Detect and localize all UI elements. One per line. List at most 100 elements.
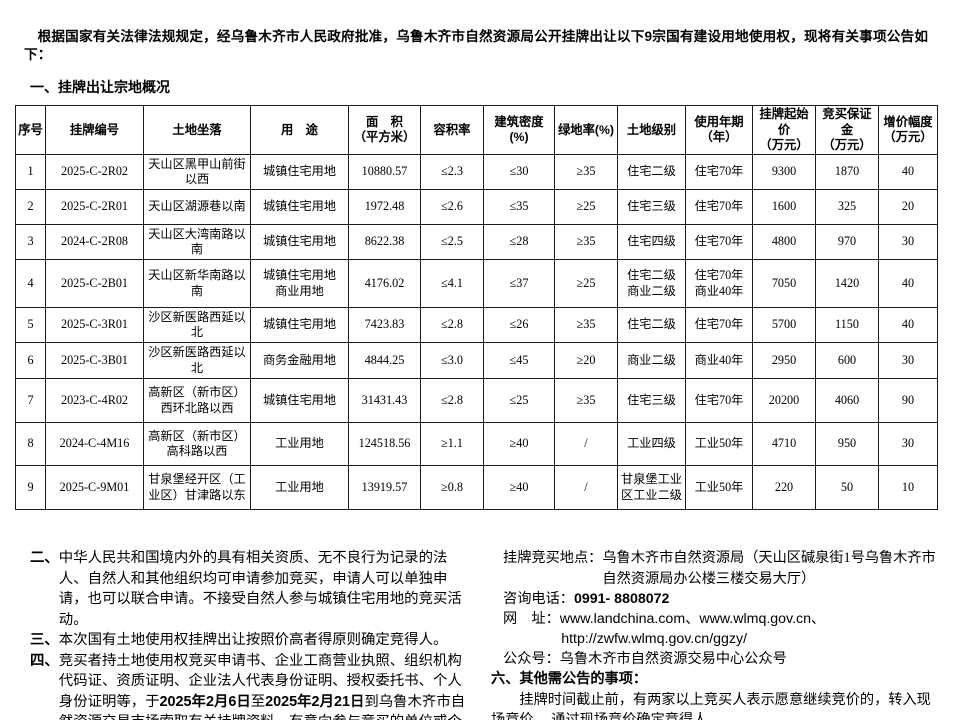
table-header-cell: 面 积 （平方米） xyxy=(348,105,421,156)
table-cell: 20200 xyxy=(752,378,816,424)
table-cell: 950 xyxy=(815,422,879,467)
wechat-line: 公众号：乌鲁木齐市自然资源交易中心公众号 xyxy=(503,649,945,669)
table-header-cell: 挂牌编号 xyxy=(45,105,144,156)
table-cell: ≥1.1 xyxy=(420,422,484,467)
table-cell: 住宅三级 xyxy=(617,189,686,226)
table-cell: 8622.38 xyxy=(348,224,421,261)
table-cell: ≥35 xyxy=(554,154,618,191)
note-item-6-title: 其他需公告的事项： xyxy=(519,671,648,688)
website-url-1: www.landchina.com、www.wlmq.gov.cn、 xyxy=(559,610,826,627)
phone-label: 咨询电话： xyxy=(503,590,574,607)
table-cell: ≥0.8 xyxy=(420,465,484,511)
table-header-cell: 建筑密度(%) xyxy=(483,105,555,156)
table-cell: ≤28 xyxy=(483,224,555,261)
table-cell: ≤26 xyxy=(483,307,555,344)
table-cell: 住宅70年 xyxy=(685,224,753,261)
contact-info-block: 挂牌竞买地点：乌鲁木齐市自然资源局（天山区碱泉街1号乌鲁木齐市自然资源局办公楼三… xyxy=(491,548,945,669)
note-item-2: 二、中华人民共和国境内外的具有相关资质、无不良行为记录的法人、自然人和其他组织均… xyxy=(30,548,475,630)
table-cell: 20 xyxy=(878,189,938,226)
table-cell: 天山区大湾南路以南 xyxy=(143,224,251,261)
note-item-6-text: 挂牌时间截止前，有两家以上竞买人表示愿意继续竞价的，转入现场竞价， 通过现场竞价… xyxy=(491,691,931,720)
table-cell: 90 xyxy=(878,378,938,424)
table-cell: ≥40 xyxy=(483,422,555,467)
table-cell: ≤35 xyxy=(483,189,555,226)
table-header-cell: 竞买保证金 （万元） xyxy=(815,105,879,156)
table-cell: 325 xyxy=(815,189,879,226)
table-header-row: 序号 挂牌编号 土地坐落用 途面 积 （平方米） 容积率 建筑密度(%) 绿地率(%) 土地… xyxy=(15,105,938,156)
table-cell: 9300 xyxy=(752,154,816,191)
phone-value: 0991- 8808072 xyxy=(573,590,670,607)
table-row: 2 2025-C-2R01 天山区湖源巷以南 城镇住宅用地 1972.48 ≤2.6 ≤35… xyxy=(15,189,938,226)
note-item-2-text: 中华人民共和国境内外的具有相关资质、无不良行为记录的法人、自然人和其他组织均可申… xyxy=(58,550,462,628)
table-cell: 住宅70年 xyxy=(685,378,753,424)
table-cell: 2950 xyxy=(752,342,816,380)
venue-line: 挂牌竞买地点：乌鲁木齐市自然资源局（天山区碱泉街1号乌鲁木齐市自然资源局办公楼三… xyxy=(503,548,945,588)
notes-area: 二、中华人民共和国境内外的具有相关资质、无不良行为记录的法人、自然人和其他组织均… xyxy=(30,548,945,720)
table-row: 1 2025-C-2R02 天山区黑甲山前街以西 城镇住宅用地 10880.57 ≤2.3… xyxy=(15,154,938,191)
table-cell: 住宅四级 xyxy=(617,224,686,261)
table-header: 序号 挂牌编号 土地坐落用 途面 积 （平方米） 容积率 建筑密度(%) 绿地率(%) 土地… xyxy=(15,105,938,156)
note-item-4-text-2: 至 xyxy=(250,693,266,710)
table-cell: 城镇住宅用地 商业用地 xyxy=(250,259,349,309)
table-row: 7 2023-C-4R02 高新区（新市区）西环北路以西 城镇住宅用地 31431.43… xyxy=(15,378,938,424)
table-cell: ≤2.8 xyxy=(420,378,484,424)
table-cell: 2023-C-4R02 xyxy=(45,378,144,424)
table-cell: ≤25 xyxy=(483,378,555,424)
table-cell: ≤3.0 xyxy=(420,342,484,380)
table-row: 8 2024-C-4M16 高新区（新市区）高科路以西 工业用地 124518.56 ≥1… xyxy=(15,422,938,467)
table-cell: 5 xyxy=(15,307,46,344)
table-cell: 城镇住宅用地 xyxy=(250,307,349,344)
wechat-label: 公众号： xyxy=(503,651,560,668)
table-cell: 天山区黑甲山前街以西 xyxy=(143,154,251,191)
intro-paragraph: 根据国家有关法律法规规定，经乌鲁木齐市人民政府批准，乌鲁木齐市自然资源局公开挂牌… xyxy=(24,29,929,62)
table-cell: 4060 xyxy=(815,378,879,424)
table-header-cell: 土地级别 xyxy=(617,105,686,156)
table-cell: 50 xyxy=(815,465,879,511)
table-cell: 工业50年 xyxy=(685,422,753,467)
table-cell: ≤30 xyxy=(483,154,555,191)
note-item-4-bold-1: 2025年2月6日 xyxy=(159,693,251,710)
table-cell: 4176.02 xyxy=(348,259,421,309)
table-header-cell: 序号 xyxy=(15,105,46,156)
table-cell: 甘泉堡经开区（工业区）甘津路以东 xyxy=(143,465,251,511)
table-cell: 4800 xyxy=(752,224,816,261)
table-cell: 1 xyxy=(15,154,46,191)
table-cell: 40 xyxy=(878,154,938,191)
table-cell: 城镇住宅用地 xyxy=(250,154,349,191)
table-cell: 3 xyxy=(15,224,46,261)
table-cell: 沙区新医路西延以北 xyxy=(143,342,251,380)
table-cell: 天山区新华南路以南 xyxy=(143,259,251,309)
table-header-cell: 使用年期 （年） xyxy=(685,105,753,156)
table-cell: ≥35 xyxy=(554,224,618,261)
table-cell: 10 xyxy=(878,465,938,511)
note-item-4-text-1: 竞买者持土地使用权竞买申请书、企业工商营业执照、组织机构代码证、资质证明、企业法… xyxy=(58,652,462,710)
table-header-cell: 容积率 xyxy=(420,105,484,156)
table-row: 4 2025-C-2B01 天山区新华南路以南 城镇住宅用地 商业用地 4176.02 ≤… xyxy=(15,259,938,309)
table-cell: 220 xyxy=(752,465,816,511)
table-cell: 1972.48 xyxy=(348,189,421,226)
table-cell: ≤45 xyxy=(483,342,555,380)
section1-title: 一、挂牌出让宗地概况 xyxy=(30,79,170,96)
table-cell: ≥20 xyxy=(554,342,618,380)
table-cell: 住宅二级 xyxy=(617,154,686,191)
note-item-3-text: 本次国有土地使用权挂牌出让按照价高者得原则确定竞得人。 xyxy=(58,632,448,649)
website-line-1: 网 址：www.landchina.com、www.wlmq.gov.cn、 xyxy=(503,609,945,629)
table-cell: ≥35 xyxy=(554,307,618,344)
table-cell: 124518.56 xyxy=(348,422,421,467)
table-header-cell: 挂牌起始价 （万元） xyxy=(752,105,816,156)
announcement-page: 根据国家有关法律法规规定，经乌鲁木齐市人民政府批准，乌鲁木齐市自然资源局公开挂牌… xyxy=(0,28,960,720)
table-header-cell: 用 途 xyxy=(250,105,349,156)
notes-left-column: 二、中华人民共和国境内外的具有相关资质、无不良行为记录的法人、自然人和其他组织均… xyxy=(30,548,475,720)
table-cell: 4710 xyxy=(752,422,816,467)
table-cell: ≥40 xyxy=(483,465,555,511)
table-cell: 1600 xyxy=(752,189,816,226)
table-cell: 工业50年 xyxy=(685,465,753,511)
table-cell: 商业二级 xyxy=(617,342,686,380)
table-cell: 工业四级 xyxy=(617,422,686,467)
table-cell: 2025-C-2R01 xyxy=(45,189,144,226)
table-cell: 工业用地 xyxy=(250,465,349,511)
table-cell: 970 xyxy=(815,224,879,261)
table-cell: ≤2.5 xyxy=(420,224,484,261)
table-cell: 40 xyxy=(878,307,938,344)
table-cell: 天山区湖源巷以南 xyxy=(143,189,251,226)
